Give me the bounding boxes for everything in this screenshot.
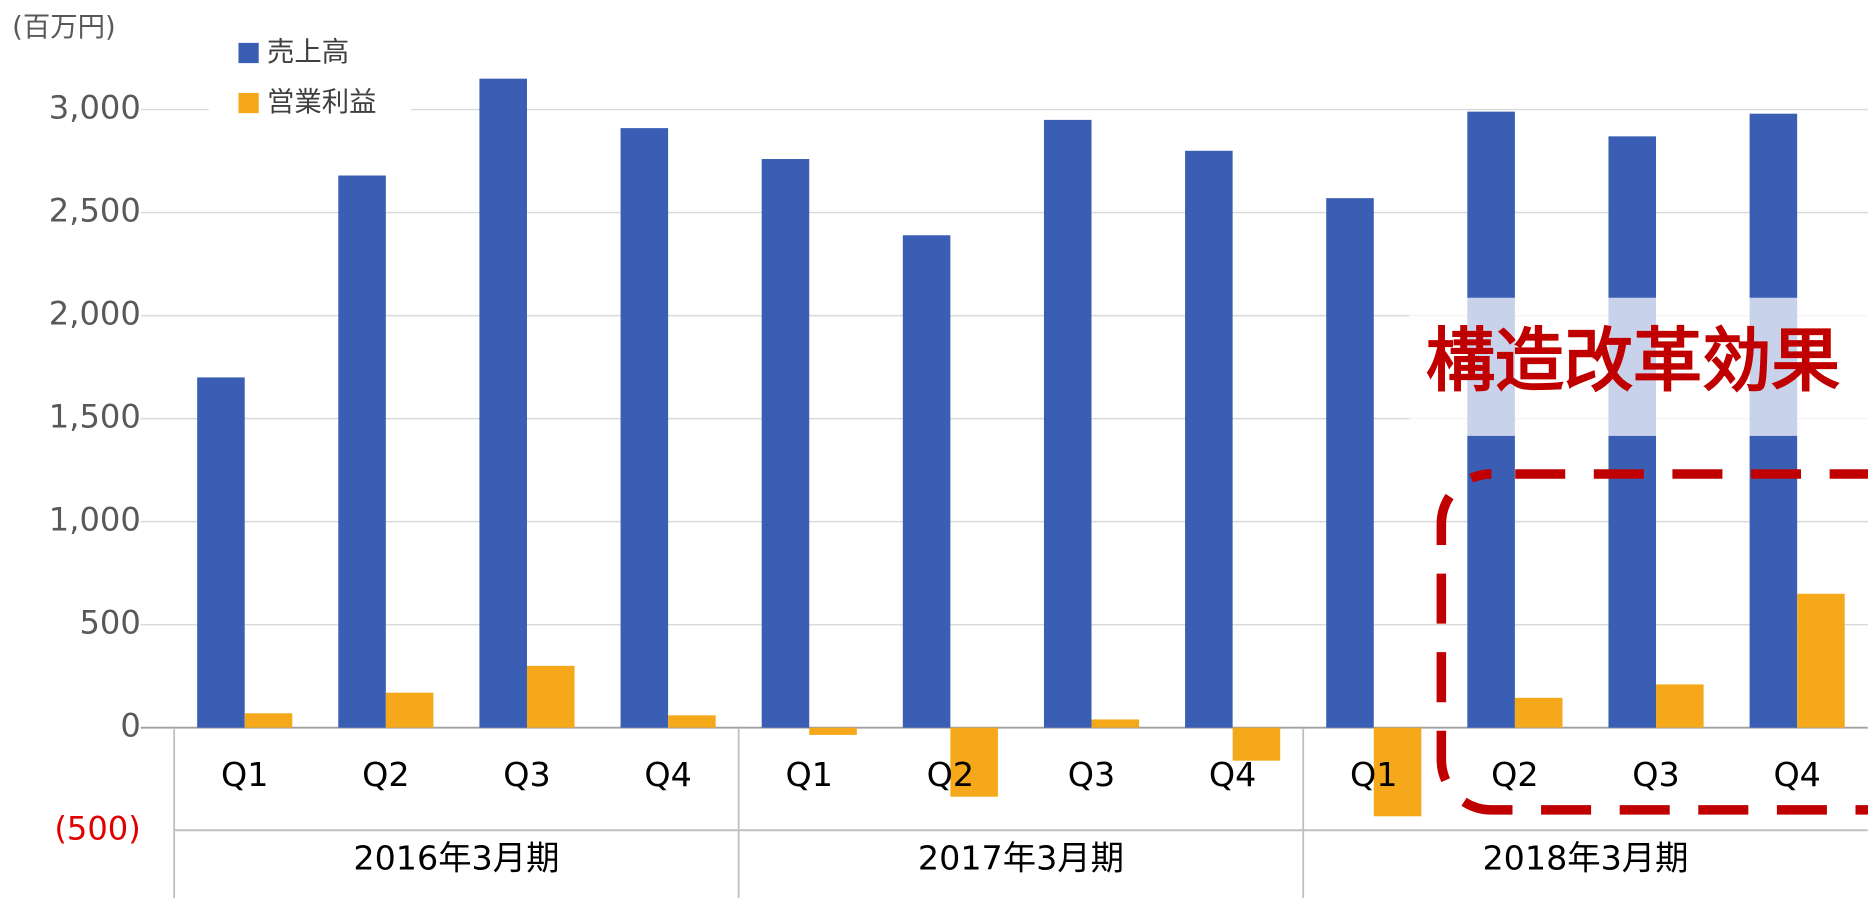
- bar: [1514, 697, 1563, 728]
- x-tick-label: Q3: [503, 755, 550, 794]
- bar: [338, 175, 386, 728]
- bar: [197, 377, 245, 728]
- bar: [385, 692, 434, 728]
- x-tick-label: Q4: [644, 755, 691, 794]
- group-label: 2017年3月期: [918, 838, 1124, 877]
- bar: [1185, 150, 1233, 728]
- bar: [1797, 593, 1845, 728]
- bar: [244, 713, 293, 728]
- y-tick-label: 1,000: [49, 501, 141, 539]
- legend-swatch: [238, 42, 259, 64]
- highlight-frame: [1436, 469, 1868, 815]
- bar: [620, 128, 669, 728]
- bar: [1043, 119, 1092, 728]
- y-tick-label: 0: [120, 707, 140, 745]
- legend-label: 営業利益: [267, 87, 377, 118]
- bar: [526, 665, 575, 728]
- bar: [479, 78, 527, 728]
- x-tick-label: Q2: [1491, 755, 1538, 794]
- group-label: 2016年3月期: [353, 838, 559, 877]
- annotation: 構造改革効果: [1426, 322, 1840, 402]
- annotation-backdrop: [1409, 297, 1868, 436]
- y-tick-label: 1,500: [49, 398, 141, 436]
- x-tick-label: Q3: [1632, 755, 1679, 794]
- bar: [1656, 684, 1704, 728]
- bar: [1326, 198, 1374, 728]
- bar: [1232, 727, 1281, 761]
- legend-label: 売上高: [267, 37, 349, 68]
- y-axis-label: (百万円): [12, 12, 116, 43]
- bar: [950, 727, 998, 797]
- x-tick-label: Q3: [1068, 755, 1115, 794]
- y-tick-label: (500): [54, 810, 140, 848]
- x-tick-label: Q1: [221, 755, 268, 794]
- bar: [1373, 727, 1422, 817]
- y-tick-label: 2,000: [49, 295, 141, 333]
- x-tick-label: Q2: [927, 755, 974, 794]
- bar: [668, 715, 716, 728]
- bar: [902, 235, 951, 728]
- x-tick-label: Q4: [1773, 755, 1820, 794]
- bar: [761, 159, 810, 728]
- y-tick-label: 500: [79, 604, 140, 642]
- bar: [809, 727, 857, 735]
- y-tick-label: 2,500: [49, 192, 141, 230]
- group-label: 2018年3月期: [1482, 838, 1688, 877]
- x-tick-label: Q4: [1209, 755, 1256, 794]
- x-tick-label: Q2: [362, 755, 409, 794]
- y-tick-label: 3,000: [49, 89, 141, 127]
- x-tick-label: Q1: [786, 755, 833, 794]
- bar: [1091, 719, 1140, 728]
- x-tick-label: Q1: [1350, 755, 1397, 794]
- legend-swatch: [238, 92, 259, 114]
